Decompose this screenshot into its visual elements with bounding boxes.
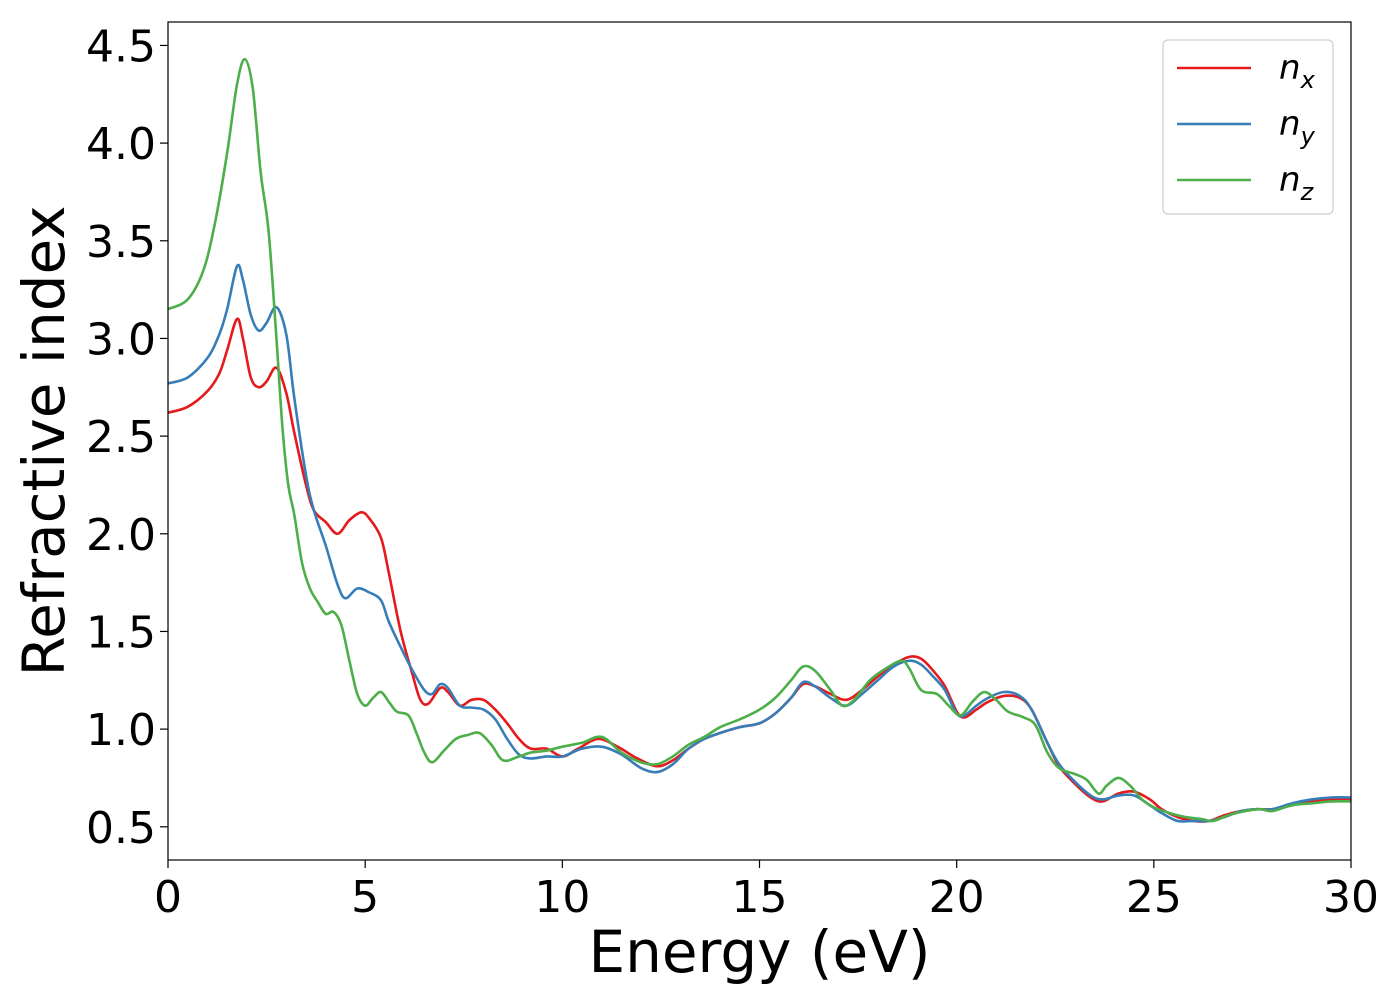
x-tick-label: 25 [1126, 872, 1182, 923]
x-tick-label: 0 [154, 872, 182, 923]
y-tick-label: 4.0 [86, 119, 156, 170]
y-tick-label: 4.5 [86, 21, 156, 72]
series-line-y [168, 263, 1351, 823]
legend-label-x: nx [1279, 48, 1316, 94]
y-tick-label: 2.5 [86, 412, 156, 463]
y-tick-label: 1.0 [86, 705, 156, 756]
legend: nx ny nz [1162, 39, 1334, 215]
legend-label-y: ny [1279, 104, 1316, 150]
series-line-z [168, 57, 1351, 823]
x-tick-label: 30 [1323, 872, 1379, 923]
x-tick-label: 10 [534, 872, 590, 923]
y-tick-label: 3.0 [86, 314, 156, 365]
y-axis-title: Refractive index [10, 205, 78, 676]
legend-box [1162, 39, 1334, 215]
y-tick-label: 0.5 [86, 803, 156, 854]
legend-label-z: nz [1279, 160, 1315, 206]
y-axis: 0.5 1.0 1.5 2.0 2.5 3.0 3.5 4.0 4.5 [86, 21, 168, 854]
series-layer [168, 57, 1351, 823]
y-tick-label: 1.5 [86, 607, 156, 658]
x-tick-label: 20 [929, 872, 985, 923]
x-axis: 0 5 10 15 20 25 30 [154, 860, 1379, 923]
x-tick-label: 5 [351, 872, 379, 923]
y-tick-label: 2.0 [86, 510, 156, 561]
x-tick-label: 15 [732, 872, 788, 923]
y-tick-label: 3.5 [86, 217, 156, 268]
x-axis-title: Energy (eV) [588, 918, 930, 986]
